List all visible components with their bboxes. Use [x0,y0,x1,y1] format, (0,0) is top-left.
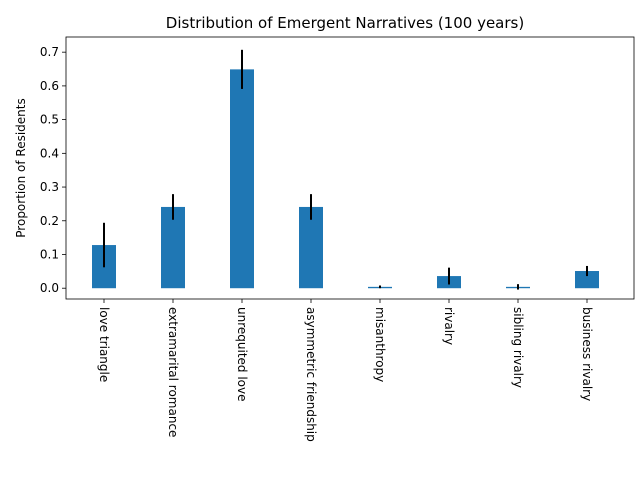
y-tick-label: 0.6 [40,79,59,93]
y-tick-label: 0.7 [40,45,59,59]
x-tick-label: business rivalry [580,307,594,401]
y-tick-label: 0.1 [40,247,59,261]
y-axis-label: Proportion of Residents [14,98,28,237]
x-tick-label: extramarital romance [166,307,180,437]
bar [299,206,323,289]
plot-area: love triangle extramarital romance unrequi… [40,36,635,442]
bar [575,271,599,289]
x-tick-label: love triangle [97,307,111,382]
plot-frame [65,36,635,300]
x-tick-label: sibling rivalry [511,307,525,388]
y-tick-label: 0.3 [40,180,59,194]
y-tick-label: 0.5 [40,113,59,127]
y-tick-label: 0.4 [40,146,59,160]
x-tick-label: unrequited love [235,307,249,402]
x-tick-label: misanthropy [373,307,387,382]
chart-title: Distribution of Emergent Narratives (100… [166,14,524,32]
x-tick-label: asymmetric friendship [304,307,318,442]
bar [230,69,254,289]
bar [161,206,185,289]
x-tick-label: rivalry [442,307,456,345]
y-tick-label: 0.0 [40,281,59,295]
y-tick-label: 0.2 [40,214,59,228]
